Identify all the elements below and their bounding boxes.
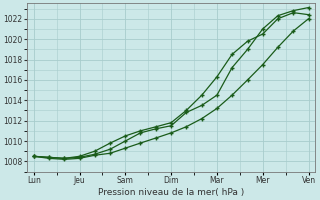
- X-axis label: Pression niveau de la mer( hPa ): Pression niveau de la mer( hPa ): [98, 188, 244, 197]
